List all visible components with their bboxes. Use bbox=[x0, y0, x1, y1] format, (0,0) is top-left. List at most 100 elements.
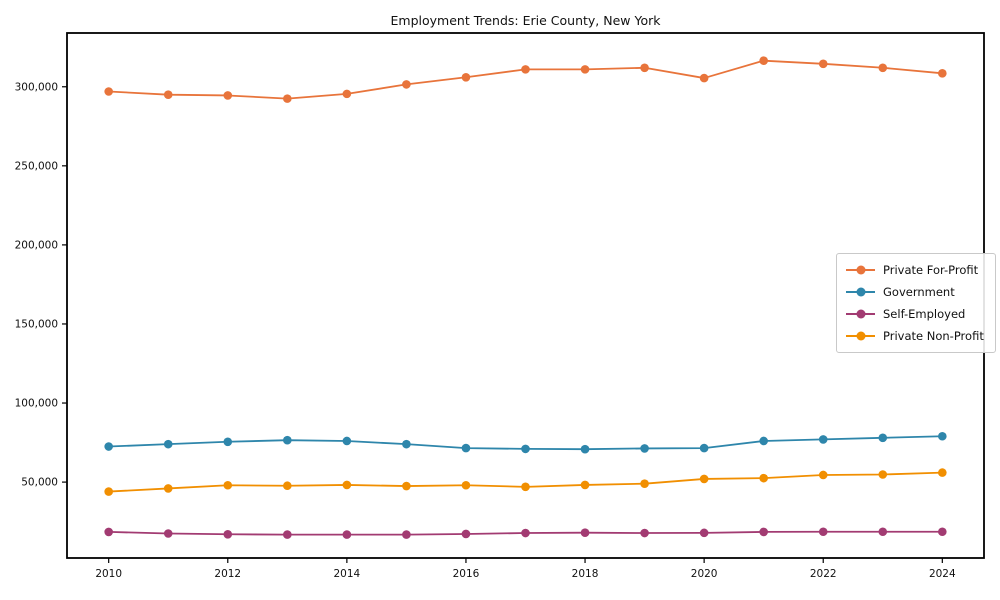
data-point-private-non-profit-2012 bbox=[223, 480, 233, 490]
y-axis: 50,000 100,000 150,000 200,000 250,000 300,00… bbox=[15, 81, 67, 489]
legend-item-self-employed: Self-Employed bbox=[846, 306, 984, 322]
data-point-self-employed-2018 bbox=[580, 528, 590, 537]
data-point-government-2016 bbox=[461, 443, 471, 453]
data-point-self-employed-2017 bbox=[521, 528, 530, 538]
legend-item-private-non-profit: Private Non-Profit bbox=[846, 328, 984, 344]
legend-label-private-non-profit: Private Non-Profit bbox=[883, 329, 984, 343]
data-point-self-employed-2023 bbox=[878, 527, 888, 537]
data-point-self-employed-2014 bbox=[342, 530, 352, 539]
legend-item-government: Government bbox=[846, 284, 984, 300]
data-point-private-for-profit-2023 bbox=[878, 63, 888, 73]
data-point-private-for-profit-2010 bbox=[104, 87, 113, 96]
data-point-private-for-profit-2021 bbox=[759, 56, 768, 65]
y-tick-label: 150,000 bbox=[15, 318, 58, 330]
y-tick-label: 200,000 bbox=[15, 239, 58, 251]
series-private-non-profit bbox=[104, 468, 947, 496]
data-point-private-for-profit-2019 bbox=[640, 63, 649, 73]
data-point-self-employed-2020 bbox=[699, 528, 709, 538]
data-point-government-2019 bbox=[640, 444, 649, 453]
data-point-government-2013 bbox=[283, 435, 292, 445]
x-tick-label: 2012 bbox=[214, 568, 241, 580]
data-point-private-non-profit-2022 bbox=[818, 470, 828, 480]
x-tick-label: 2018 bbox=[572, 568, 599, 580]
data-point-private-for-profit-2016 bbox=[461, 72, 471, 82]
y-tick-label: 50,000 bbox=[21, 477, 58, 489]
data-point-government-2015 bbox=[402, 439, 411, 449]
data-point-private-non-profit-2013 bbox=[283, 481, 292, 491]
data-point-government-2010 bbox=[104, 442, 113, 451]
data-point-self-employed-2019 bbox=[640, 528, 649, 538]
data-point-private-non-profit-2015 bbox=[402, 481, 411, 491]
y-tick-label: 100,000 bbox=[15, 398, 58, 410]
data-point-self-employed-2010 bbox=[104, 527, 113, 537]
data-point-private-non-profit-2019 bbox=[640, 479, 649, 488]
data-point-private-non-profit-2020 bbox=[699, 474, 709, 484]
data-point-private-non-profit-2014 bbox=[342, 480, 352, 490]
x-tick-label: 2010 bbox=[95, 568, 122, 580]
series-self-employed bbox=[104, 527, 947, 539]
data-point-government-2012 bbox=[223, 437, 233, 447]
data-point-government-2024 bbox=[938, 431, 947, 441]
legend-item-private-for-profit: Private For-Profit bbox=[846, 262, 984, 278]
data-point-private-non-profit-2018 bbox=[580, 480, 590, 490]
data-point-government-2022 bbox=[818, 435, 828, 444]
data-point-government-2020 bbox=[699, 443, 709, 453]
data-point-government-2023 bbox=[878, 433, 888, 443]
legend-marker-self-employed bbox=[846, 309, 875, 320]
y-tick-label: 300,000 bbox=[15, 81, 58, 93]
data-point-government-2018 bbox=[580, 444, 590, 454]
data-point-self-employed-2016 bbox=[461, 529, 471, 539]
data-point-self-employed-2011 bbox=[163, 529, 173, 538]
x-tick-label: 2024 bbox=[929, 568, 956, 580]
data-point-private-for-profit-2011 bbox=[163, 90, 173, 99]
data-point-government-2011 bbox=[163, 439, 173, 449]
data-point-private-for-profit-2017 bbox=[521, 65, 530, 74]
data-point-private-for-profit-2024 bbox=[938, 69, 947, 78]
data-point-government-2014 bbox=[342, 436, 352, 446]
data-point-private-non-profit-2021 bbox=[759, 473, 768, 483]
x-tick-label: 2022 bbox=[810, 568, 837, 580]
x-tick-label: 2020 bbox=[691, 568, 718, 580]
chart-title: Employment Trends: Erie County, New York bbox=[390, 13, 661, 28]
data-point-private-for-profit-2020 bbox=[699, 73, 709, 83]
x-tick-label: 2016 bbox=[453, 568, 480, 580]
data-point-private-non-profit-2010 bbox=[104, 487, 113, 496]
data-point-private-for-profit-2022 bbox=[818, 59, 828, 69]
legend-label-government: Government bbox=[883, 285, 955, 299]
data-point-private-for-profit-2018 bbox=[580, 65, 590, 74]
y-tick-label: 250,000 bbox=[15, 160, 58, 172]
legend-marker-dot bbox=[856, 331, 865, 341]
series-private-for-profit bbox=[104, 56, 947, 103]
data-point-self-employed-2022 bbox=[818, 527, 828, 537]
legend-marker-dot bbox=[856, 287, 865, 297]
data-point-government-2017 bbox=[521, 444, 530, 454]
x-axis: 2010 2012 2014 2016 2018 2020 2022 2024 bbox=[95, 558, 956, 580]
data-point-self-employed-2015 bbox=[402, 530, 411, 539]
data-point-government-2021 bbox=[759, 436, 768, 446]
data-point-self-employed-2013 bbox=[283, 530, 292, 539]
data-point-private-non-profit-2016 bbox=[461, 480, 471, 490]
data-point-private-non-profit-2011 bbox=[163, 484, 173, 493]
data-point-private-for-profit-2015 bbox=[402, 80, 411, 89]
legend-marker-private-non-profit bbox=[846, 331, 875, 342]
data-point-private-for-profit-2013 bbox=[283, 94, 292, 103]
legend-marker-dot bbox=[856, 265, 865, 275]
data-point-self-employed-2021 bbox=[759, 527, 768, 537]
legend-marker-government bbox=[846, 287, 875, 298]
legend-marker-private-for-profit bbox=[846, 265, 875, 276]
legend-label-self-employed: Self-Employed bbox=[883, 307, 966, 321]
series-government bbox=[104, 431, 947, 454]
data-point-self-employed-2024 bbox=[938, 527, 947, 537]
legend-label-private-for-profit: Private For-Profit bbox=[883, 263, 979, 277]
x-tick-label: 2014 bbox=[333, 568, 360, 580]
data-point-private-for-profit-2014 bbox=[342, 89, 352, 99]
data-point-private-non-profit-2017 bbox=[521, 482, 530, 492]
data-point-private-for-profit-2012 bbox=[223, 91, 233, 100]
data-point-private-non-profit-2024 bbox=[938, 468, 947, 477]
data-point-self-employed-2012 bbox=[223, 529, 233, 539]
legend-marker-dot bbox=[856, 309, 865, 319]
data-point-private-non-profit-2023 bbox=[878, 470, 888, 479]
chart-legend: Private For-Profit Government Self-Employe… bbox=[836, 253, 996, 353]
